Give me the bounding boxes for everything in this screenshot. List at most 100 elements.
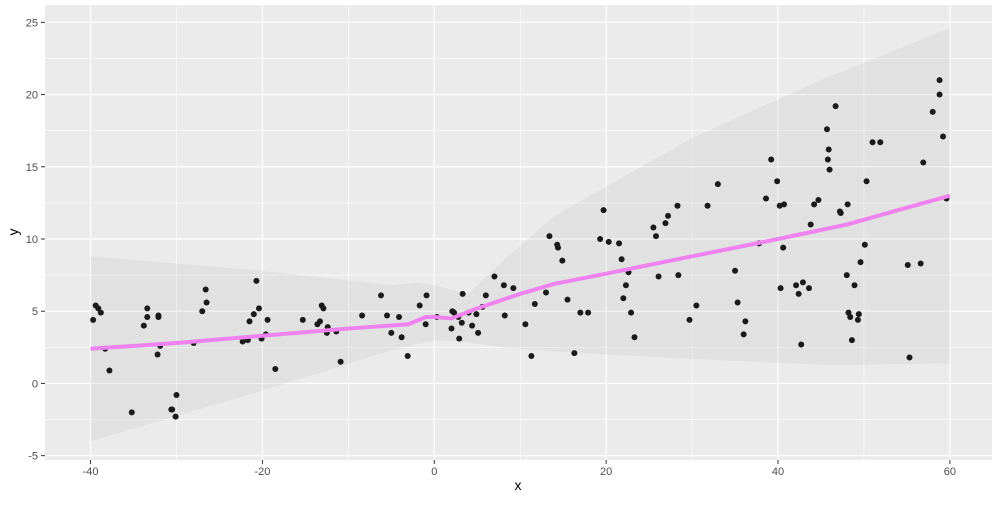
data-point	[686, 316, 693, 323]
confidence-band	[90, 28, 950, 442]
data-point	[847, 314, 854, 320]
data-point	[500, 282, 507, 289]
data-point	[628, 309, 635, 316]
data-point	[807, 221, 814, 228]
data-point	[665, 212, 672, 219]
data-point	[564, 296, 571, 303]
data-point	[299, 316, 306, 323]
data-point	[662, 220, 669, 227]
data-point	[781, 201, 788, 208]
data-point	[456, 335, 463, 342]
data-point	[855, 311, 862, 318]
data-point	[795, 290, 802, 297]
data-point	[622, 282, 629, 289]
x-tick-label: 0	[431, 466, 437, 478]
data-points	[90, 77, 950, 420]
data-point	[396, 314, 403, 320]
data-point	[95, 305, 102, 312]
x-tick-label: -20	[254, 466, 270, 478]
data-point	[824, 126, 831, 133]
data-point	[734, 299, 741, 306]
data-point	[824, 156, 831, 163]
data-point	[469, 322, 476, 329]
x-tick-label: 20	[600, 466, 612, 478]
data-point	[799, 279, 806, 286]
data-point	[528, 353, 535, 359]
data-point	[404, 353, 411, 359]
data-point	[620, 295, 627, 302]
data-point	[585, 309, 592, 316]
data-point	[674, 202, 681, 209]
data-point	[255, 305, 262, 312]
data-point	[805, 285, 812, 292]
data-point	[650, 224, 657, 231]
data-point	[272, 366, 279, 372]
y-axis-title: y	[5, 229, 21, 236]
data-point	[522, 321, 529, 328]
x-tick-label: -40	[83, 466, 99, 478]
x-axis-ticks: -40 -20 0 20 40 60	[83, 460, 956, 478]
data-point	[675, 272, 682, 279]
data-point	[459, 290, 466, 297]
data-point	[877, 139, 884, 146]
data-point	[144, 305, 151, 312]
data-point	[458, 319, 465, 326]
data-point	[571, 350, 578, 357]
data-point	[837, 210, 844, 216]
data-point	[906, 354, 913, 361]
y-axis-ticks: -5 0 5 10 15 20 25	[26, 17, 45, 463]
gridlines	[45, 5, 992, 460]
data-point	[861, 241, 868, 248]
smooth-line	[90, 193, 951, 351]
data-point	[652, 233, 659, 240]
data-point	[940, 133, 947, 140]
smooth-trend-line	[90, 193, 951, 351]
data-point	[542, 289, 549, 296]
data-point	[869, 139, 876, 146]
data-point	[920, 159, 927, 166]
x-tick-label: 60	[944, 466, 956, 478]
data-point	[704, 202, 711, 209]
data-point	[936, 77, 943, 84]
data-point	[811, 201, 818, 208]
data-point	[320, 305, 327, 312]
data-point	[768, 156, 775, 163]
x-axis-title: x	[515, 477, 522, 493]
data-point	[423, 292, 430, 299]
data-point	[451, 309, 458, 316]
data-point	[97, 309, 104, 316]
data-point	[90, 316, 97, 323]
y-tick-label: 15	[26, 162, 38, 174]
data-point	[140, 322, 147, 329]
data-point	[844, 201, 851, 208]
data-point	[742, 318, 749, 325]
data-point	[546, 233, 553, 240]
data-point	[510, 285, 517, 292]
data-point	[631, 334, 638, 341]
data-point	[388, 329, 395, 336]
data-point	[199, 308, 206, 315]
data-point	[144, 314, 151, 320]
data-point	[531, 301, 538, 307]
data-point	[600, 207, 607, 214]
data-point	[264, 316, 271, 323]
data-point	[732, 267, 739, 274]
data-point	[917, 260, 924, 267]
data-point	[253, 277, 260, 284]
data-point	[777, 285, 784, 292]
data-point	[851, 282, 858, 289]
data-point	[798, 341, 805, 348]
data-point	[473, 311, 480, 318]
data-point	[843, 272, 850, 279]
data-point	[203, 299, 210, 306]
data-point	[857, 259, 864, 266]
data-point	[555, 244, 562, 251]
data-point	[173, 392, 180, 398]
y-tick-label: 0	[32, 378, 38, 390]
data-point	[316, 318, 323, 325]
data-point	[848, 337, 855, 344]
data-point	[693, 302, 700, 309]
data-point	[422, 321, 429, 328]
data-point	[337, 358, 344, 365]
